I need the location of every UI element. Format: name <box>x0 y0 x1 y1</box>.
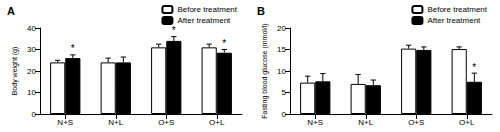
svg-text:After treatment: After treatment <box>177 16 231 25</box>
svg-text:N+S: N+S <box>57 118 73 127</box>
svg-text:O+S: O+S <box>408 118 424 127</box>
svg-text:After treatment: After treatment <box>427 16 481 25</box>
svg-text:Before treatment: Before treatment <box>427 5 487 14</box>
svg-text:N+S: N+S <box>307 118 323 127</box>
svg-text:30: 30 <box>27 45 36 54</box>
svg-text:20: 20 <box>27 67 36 76</box>
svg-text:Body weight (g): Body weight (g) <box>11 47 19 96</box>
svg-text:N+L: N+L <box>108 118 123 127</box>
svg-text:*: * <box>472 62 476 73</box>
svg-text:40: 40 <box>27 24 36 33</box>
svg-text:0: 0 <box>282 110 287 119</box>
svg-text:O+L: O+L <box>459 118 475 127</box>
svg-text:*: * <box>222 38 226 49</box>
svg-text:Fasting blood glucose (mmol/l): Fasting blood glucose (mmol/l) <box>261 23 269 118</box>
svg-text:B: B <box>257 5 265 17</box>
svg-text:10: 10 <box>27 88 36 97</box>
svg-text:20: 20 <box>277 24 286 33</box>
svg-text:5: 5 <box>282 88 287 97</box>
svg-text:A: A <box>7 5 15 17</box>
svg-text:10: 10 <box>277 67 286 76</box>
svg-text:15: 15 <box>277 45 286 54</box>
svg-text:*: * <box>71 43 75 54</box>
svg-text:O+L: O+L <box>209 118 225 127</box>
svg-text:O+S: O+S <box>158 118 174 127</box>
svg-text:0: 0 <box>32 110 37 119</box>
svg-text:Before treatment: Before treatment <box>177 5 237 14</box>
svg-text:N+L: N+L <box>358 118 373 127</box>
svg-text:*: * <box>172 25 176 36</box>
